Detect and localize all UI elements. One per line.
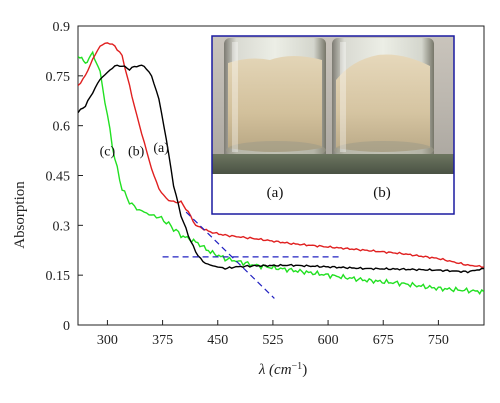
x-tick-label: 750	[428, 333, 449, 348]
inset-label-b: (b)	[373, 185, 391, 201]
series-line-c	[78, 50, 484, 295]
vial-b-highlight	[340, 42, 346, 152]
guide-lines	[162, 211, 341, 299]
x-axis-title-close: )	[302, 362, 307, 378]
y-tick-label: 0.45	[46, 170, 71, 185]
vial-b	[332, 38, 434, 160]
x-tick-label: 600	[318, 333, 339, 348]
x-axis-title-sup: −1	[292, 361, 303, 372]
curve-label-a: (a)	[153, 141, 169, 156]
curve-labels: (c) (b) (a)	[100, 141, 170, 159]
guide-line-2	[185, 211, 275, 299]
y-tick-label: 0.75	[46, 70, 71, 85]
inset-label-a: (a)	[267, 185, 284, 201]
vial-a-highlight	[232, 42, 238, 152]
axes: 300 375 450 525 600 675 750 0 0.15 0.3 0.45 0.6 0.75…	[46, 20, 485, 348]
vial-a-powder	[228, 56, 322, 152]
y-tick-label: 0.6	[53, 120, 71, 135]
inset-caption-area	[212, 174, 454, 214]
y-tick-label: 0.3	[53, 219, 71, 234]
series-line-a	[78, 64, 484, 274]
y-tick-label: 0.15	[46, 269, 71, 284]
inset-frame	[211, 35, 455, 215]
inset-table-surface	[212, 154, 454, 174]
x-tick-label: 300	[97, 333, 118, 348]
inset-photo: (a) (b)	[211, 35, 455, 215]
vial-a	[224, 38, 326, 160]
curve-label-c: (c)	[100, 145, 116, 160]
y-axis-title: Absorption	[12, 181, 28, 249]
x-tick-label: 375	[152, 333, 173, 348]
x-tick-label: 525	[262, 333, 283, 348]
curve-label-b: (b)	[128, 145, 145, 160]
y-tick-label: 0	[63, 319, 70, 334]
x-axis-title: λ (cm−1)	[258, 361, 307, 379]
y-tick-label: 0.9	[53, 20, 71, 35]
curves	[78, 42, 484, 295]
x-tick-label: 675	[373, 333, 394, 348]
vial-b-powder	[336, 54, 430, 152]
x-axis-title-main: λ (cm	[258, 362, 292, 378]
x-tick-label: 450	[207, 333, 228, 348]
series-line-b	[78, 42, 484, 269]
